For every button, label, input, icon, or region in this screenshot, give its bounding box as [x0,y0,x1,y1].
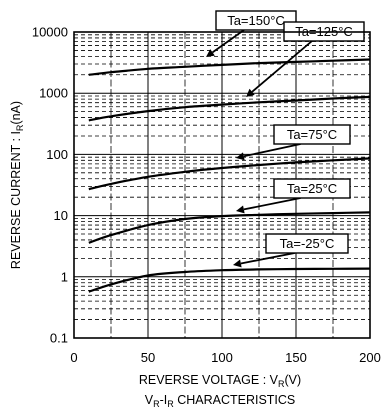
x-tick-label: 200 [359,350,381,365]
series-curves [88,58,371,293]
leader-line [240,252,295,265]
plot-frame [73,31,371,339]
leader-line [243,197,301,211]
y-tick-label: 0.1 [50,331,68,346]
series-line-ta-25-c [88,211,371,244]
y-tick-label: 1000 [39,86,68,101]
series-line-ta-75-c [88,157,371,191]
leader-line [243,143,301,158]
callout-box [273,124,351,145]
arrow-head-icon [246,88,255,97]
series-callout-ta-25-c: Ta=25°C [236,178,351,214]
x-axis-title: REVERSE VOLTAGE : VR(V) [139,373,301,389]
callout-box [215,10,297,31]
callout-box [265,233,349,254]
x-tick-label: 0 [70,350,77,365]
series-callouts: Ta=150°CTa=125°CTa=75°CTa=25°CTa=-25°C [206,10,365,268]
arrow-head-icon [236,152,245,161]
series-line-ta-25-c [88,267,371,293]
leader-line [251,40,313,93]
arrow-head-icon [236,205,245,214]
y-tick-label: 1 [61,269,68,284]
x-tick-label: 150 [285,350,307,365]
series-label: Ta=-25°C [280,236,335,251]
x-tick-label: 50 [141,350,155,365]
leader-line [212,29,245,54]
arrow-head-icon [206,49,215,57]
x-tick-label: 100 [211,350,233,365]
arrow-head-icon [233,259,242,268]
series-line-ta-125-c [88,95,371,122]
chart-caption: VR-IR CHARACTERISTICS [145,393,296,409]
y-tick-label: 10 [54,208,68,223]
y-tick-label: 100 [46,147,68,162]
y-axis-title: REVERSE CURRENT : IR(nA) [9,101,25,269]
series-callout-ta-75-c: Ta=75°C [236,124,351,161]
series-label: Ta=25°C [287,181,337,196]
series-label: Ta=75°C [287,127,337,142]
y-tick-label: 10000 [32,25,68,40]
series-callout-ta-25-c: Ta=-25°C [233,233,349,268]
callout-box [273,178,351,199]
tick-labels: 0.1 1 10 100 1000 10000 0 50 100 150 200 [32,25,381,366]
series-label: Ta=150°C [227,13,285,28]
series-line-ta-150-c [88,58,371,76]
series-callout-ta-150-c: Ta=150°C [206,10,297,57]
